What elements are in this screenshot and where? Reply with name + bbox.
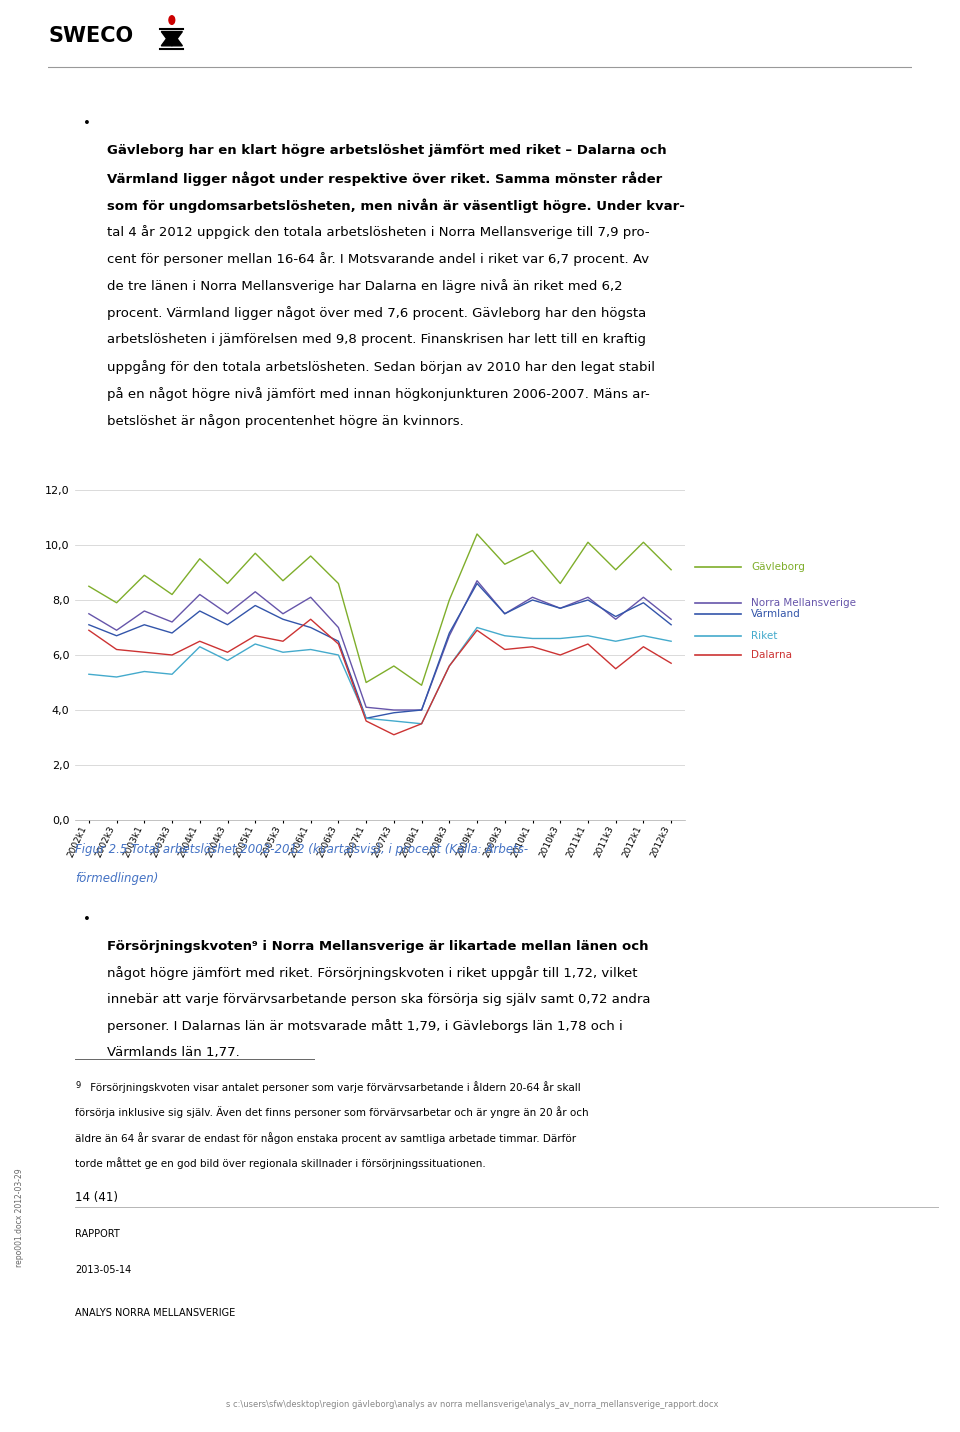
Text: RAPPORT: RAPPORT xyxy=(75,1229,120,1239)
Text: torde måttet ge en god bild över regionala skillnader i försörjningssituationen.: torde måttet ge en god bild över regiona… xyxy=(75,1157,486,1169)
Text: 14 (41): 14 (41) xyxy=(75,1191,118,1204)
Text: tal 4 år 2012 uppgick den totala arbetslösheten i Norra Mellansverige till 7,9 p: tal 4 år 2012 uppgick den totala arbetsl… xyxy=(107,225,649,239)
Text: •: • xyxy=(83,914,91,927)
Text: betslöshet är någon procentenhet högre än kvinnors.: betslöshet är någon procentenhet högre ä… xyxy=(107,414,464,428)
Text: Gävleborg har en klart högre arbetslöshet jämfört med riket – Dalarna och: Gävleborg har en klart högre arbetslöshe… xyxy=(107,145,666,158)
Text: försörja inklusive sig själv. Även det finns personer som förvärvsarbetar och är: försörja inklusive sig själv. Även det f… xyxy=(75,1106,588,1118)
Text: innebär att varje förvärvsarbetande person ska försörja sig själv samt 0,72 andr: innebär att varje förvärvsarbetande pers… xyxy=(107,992,650,1005)
Text: SWECO: SWECO xyxy=(48,26,133,46)
Text: 9: 9 xyxy=(75,1081,81,1090)
Polygon shape xyxy=(161,32,182,46)
Text: arbetslösheten i jämförelsen med 9,8 procent. Finanskrisen har lett till en kraf: arbetslösheten i jämförelsen med 9,8 pro… xyxy=(107,332,646,347)
Text: uppgång för den totala arbetslösheten. Sedan början av 2010 har den legat stabil: uppgång för den totala arbetslösheten. S… xyxy=(107,359,655,374)
Circle shape xyxy=(169,16,175,24)
Text: Riket: Riket xyxy=(751,630,778,640)
Text: på en något högre nivå jämfört med innan högkonjunkturen 2006-2007. Mäns ar-: på en något högre nivå jämfört med innan… xyxy=(107,387,650,401)
Text: Försörjningskvoten⁹ i Norra Mellansverige är likartade mellan länen och: Försörjningskvoten⁹ i Norra Mellansverig… xyxy=(107,939,648,952)
Text: Försörjningskvoten visar antalet personer som varje förvärvsarbetande i åldern 2: Försörjningskvoten visar antalet persone… xyxy=(87,1081,581,1093)
Text: Värmlands län 1,77.: Värmlands län 1,77. xyxy=(107,1045,240,1058)
Text: Norra Mellansverige: Norra Mellansverige xyxy=(751,597,856,607)
Text: förmedlingen): förmedlingen) xyxy=(75,872,158,885)
Text: s c:\users\sfw\desktop\region gävleborg\analys av norra mellansverige\analys_av_: s c:\users\sfw\desktop\region gävleborg\… xyxy=(227,1399,719,1409)
Text: de tre länen i Norra Mellansverige har Dalarna en lägre nivå än riket med 6,2: de tre länen i Norra Mellansverige har D… xyxy=(107,279,622,294)
Text: Värmland: Värmland xyxy=(751,609,801,619)
Text: Figur 2.5 Total arbetslöshet 2002-2012 (kvartalsvis), i procent (Källa: Arbets-: Figur 2.5 Total arbetslöshet 2002-2012 (… xyxy=(75,843,528,856)
Text: Värmland ligger något under respektive över riket. Samma mönster råder: Värmland ligger något under respektive ö… xyxy=(107,170,662,186)
Text: äldre än 64 år svarar de endast för någon enstaka procent av samtliga arbetade t: äldre än 64 år svarar de endast för någo… xyxy=(75,1131,576,1144)
Text: cent för personer mellan 16-64 år. I Motsvarande andel i riket var 6,7 procent. : cent för personer mellan 16-64 år. I Mot… xyxy=(107,252,649,266)
Text: •: • xyxy=(83,117,91,130)
Polygon shape xyxy=(161,32,182,46)
Text: 2013-05-14: 2013-05-14 xyxy=(75,1264,132,1274)
Text: Gävleborg: Gävleborg xyxy=(751,561,804,571)
Text: repo001.docx 2012-03-29: repo001.docx 2012-03-29 xyxy=(14,1169,24,1266)
Text: ANALYS NORRA MELLANSVERIGE: ANALYS NORRA MELLANSVERIGE xyxy=(75,1307,235,1317)
Text: personer. I Dalarnas län är motsvarade mått 1,79, i Gävleborgs län 1,78 och i: personer. I Dalarnas län är motsvarade m… xyxy=(107,1020,622,1032)
Text: procent. Värmland ligger något över med 7,6 procent. Gävleborg har den högsta: procent. Värmland ligger något över med … xyxy=(107,306,646,319)
Text: något högre jämfört med riket. Försörjningskvoten i riket uppgår till 1,72, vilk: något högre jämfört med riket. Försörjni… xyxy=(107,967,637,981)
Text: Dalarna: Dalarna xyxy=(751,650,792,660)
Text: som för ungdomsarbetslösheten, men nivån är väsentligt högre. Under kvar-: som för ungdomsarbetslösheten, men nivån… xyxy=(107,198,684,212)
